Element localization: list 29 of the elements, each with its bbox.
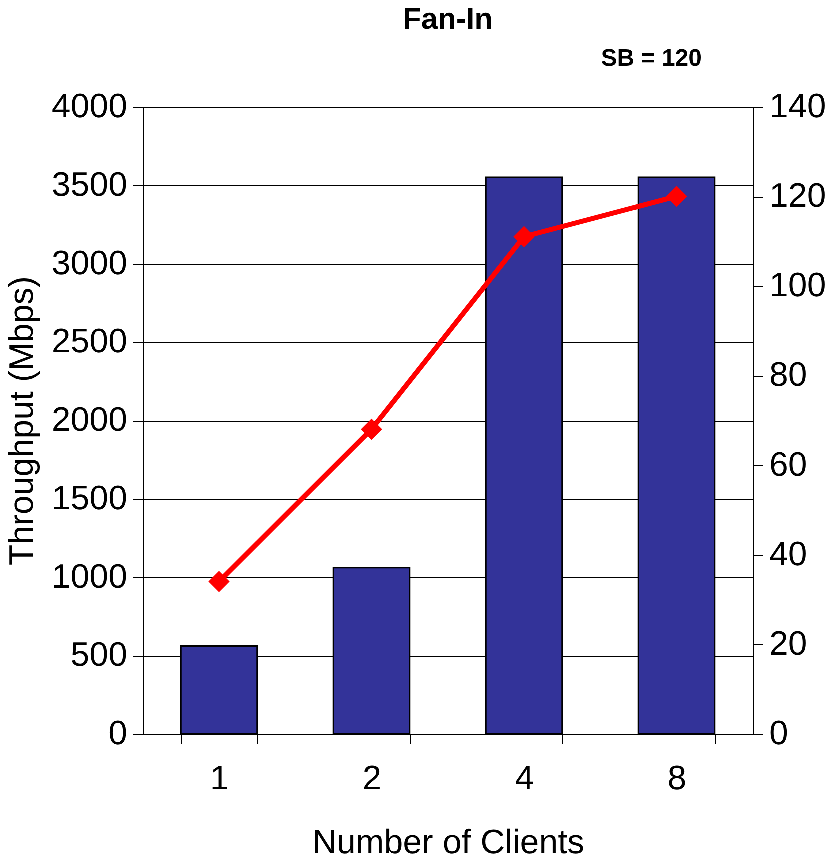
y2-tick-label: 60 — [770, 446, 808, 484]
y-tick-label: 500 — [70, 636, 128, 674]
y-axis-title: Throughput (Mbps) — [2, 276, 41, 566]
x-tick-label: 8 — [668, 760, 687, 798]
y-tick-label: 3500 — [52, 166, 128, 204]
chart-title: Fan-In — [403, 3, 493, 36]
x-tick-label: 1 — [210, 760, 230, 798]
x-axis-title: Number of Clients — [312, 824, 585, 862]
y-tick-label: 3000 — [52, 244, 128, 282]
y-tick-label: 0 — [108, 714, 128, 752]
y2-tick-label: 120 — [770, 177, 826, 216]
point — [514, 226, 535, 248]
text: SB = 120 — [601, 45, 702, 72]
y-tick-label: 4000 — [52, 88, 128, 126]
point — [666, 186, 688, 208]
x-tick-label: 4 — [515, 760, 534, 798]
y-tick-label: 2500 — [52, 322, 128, 361]
y2-tick-label: 80 — [770, 356, 808, 394]
y2-tick-label: 100 — [770, 266, 826, 305]
y2-tick-label: 140 — [770, 88, 826, 126]
y2-tick-label: 20 — [770, 624, 808, 663]
y-tick-label: 1500 — [52, 479, 128, 518]
point — [208, 571, 230, 592]
x-tick-label: 2 — [362, 760, 382, 798]
y2-tick-label: 40 — [770, 535, 808, 574]
point — [361, 418, 382, 440]
y-tick-label: 1000 — [52, 558, 128, 596]
y-tick-label: 2000 — [52, 401, 128, 439]
y2-tick-label: 0 — [770, 714, 788, 752]
